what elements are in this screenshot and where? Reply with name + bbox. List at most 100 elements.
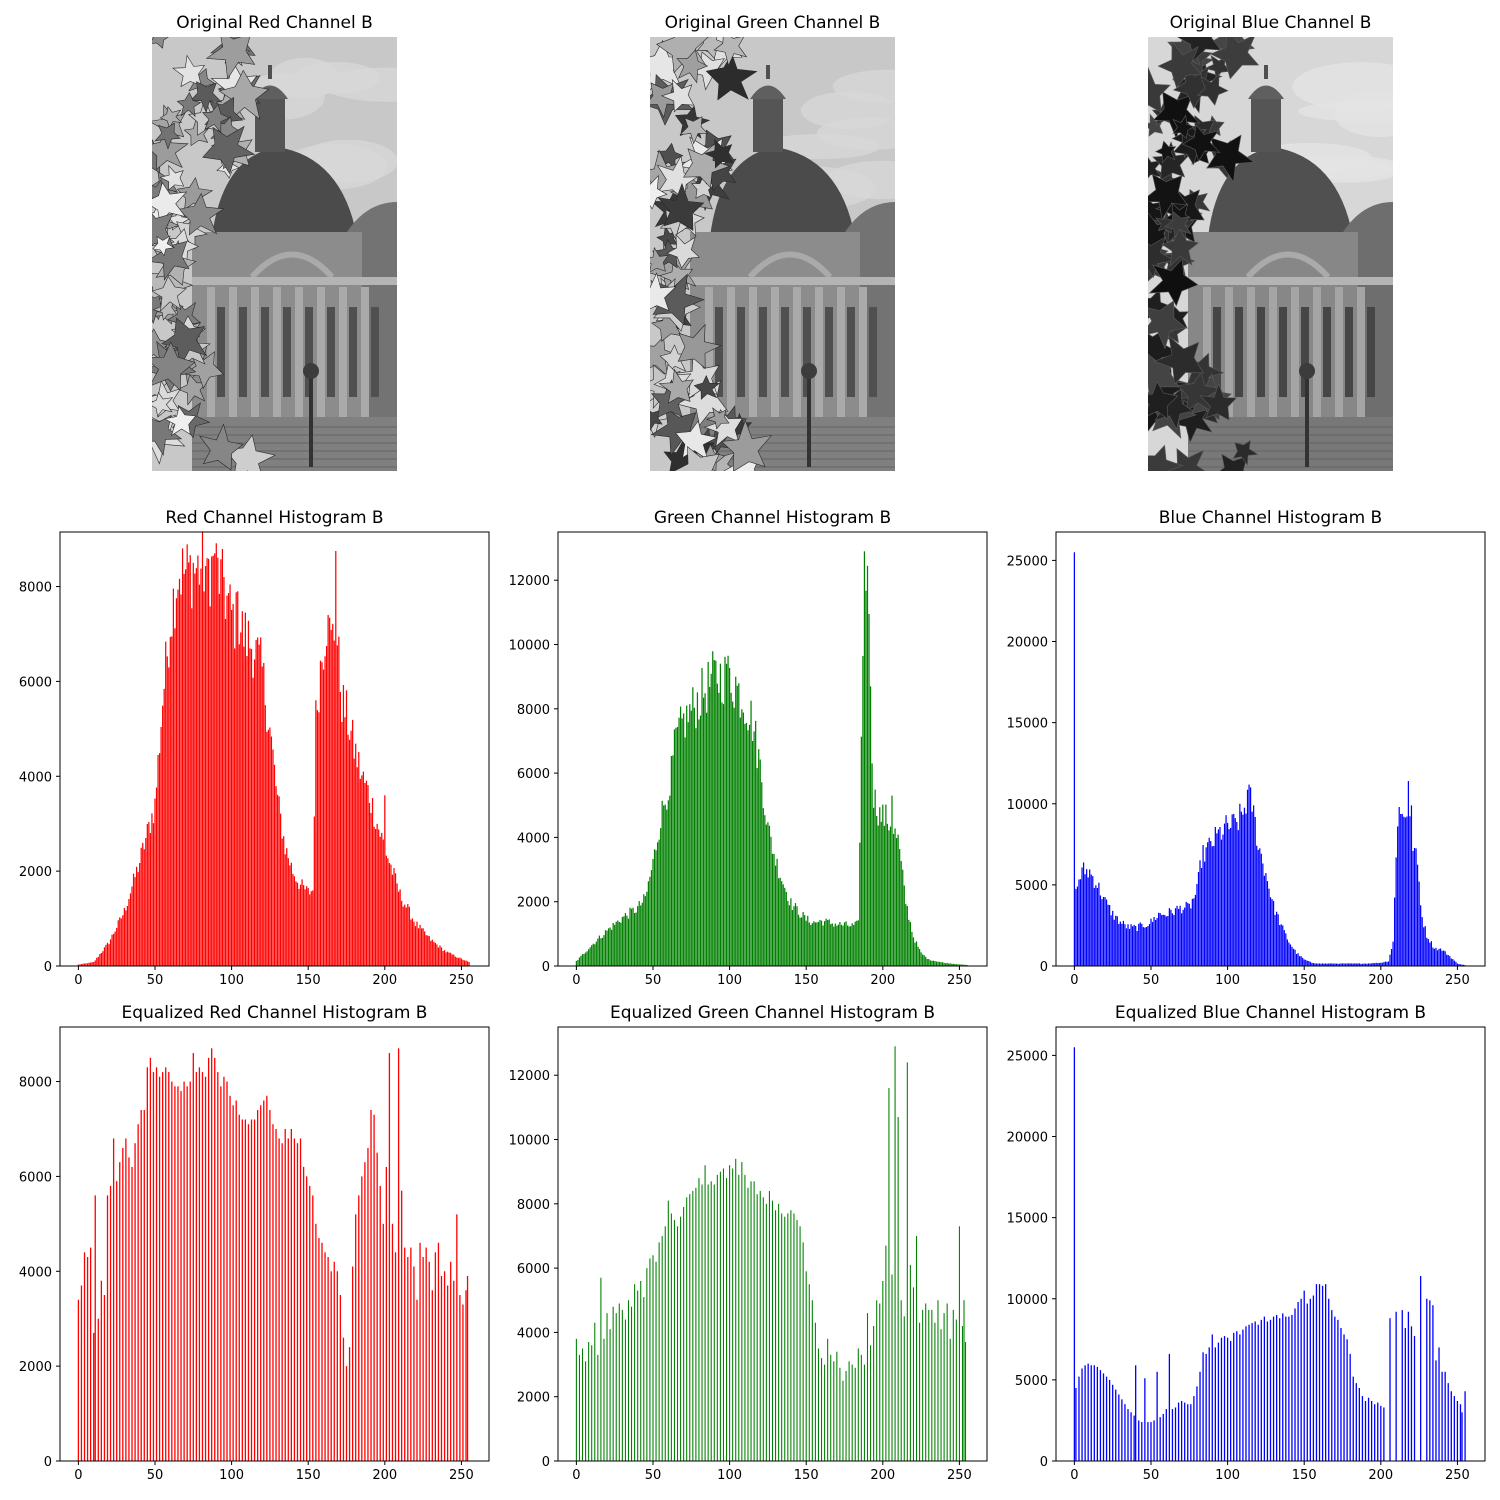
photo-column <box>837 287 845 417</box>
equalized-blue-channel-histogram-b-bar <box>1165 1409 1167 1461</box>
blue-channel-histogram-b-bar <box>1101 899 1103 966</box>
green-channel-histogram-b-bar <box>929 960 931 966</box>
equalized-green-channel-histogram-b-bar <box>594 1322 596 1461</box>
red-channel-histogram-b-bar <box>390 864 392 966</box>
blue-channel-histogram-b-bar <box>1254 816 1256 966</box>
red-channel-histogram-b-xtick-label: 150 <box>296 973 321 988</box>
equalized-red-channel-histogram-b-bar <box>232 1105 234 1461</box>
photo-dome <box>212 147 357 237</box>
red-channel-histogram-b-bar <box>462 959 464 966</box>
green-channel-histogram-b-bar <box>670 755 672 966</box>
equalized-red-channel-histogram-b-axes-frame <box>59 1026 490 1462</box>
green-channel-histogram-b-bar <box>873 807 875 966</box>
green-channel-histogram-b-bar <box>647 881 650 966</box>
equalized-blue-channel-histogram-b-bar <box>1285 1316 1287 1461</box>
equalized-green-channel-histogram-b-bar <box>854 1367 856 1461</box>
red-channel-histogram-b-bar <box>373 826 375 966</box>
green-channel-histogram-b-bar <box>629 907 631 966</box>
red-channel-histogram-b-bar <box>264 705 266 966</box>
blue-channel-histogram-b-bar <box>1277 914 1279 966</box>
green-channel-histogram-b-axes-frame <box>557 531 988 967</box>
equalized-green-channel-histogram-b-bar <box>961 1325 964 1461</box>
equalized-red-channel-histogram-b-bar <box>183 1081 185 1461</box>
photo-column <box>1335 287 1343 417</box>
blue-channel-histogram-b-bar <box>1367 963 1370 966</box>
blue-channel-histogram-b-bar <box>1087 877 1089 966</box>
green-channel-histogram-b-bar <box>672 755 674 966</box>
blue-channel-histogram-b-bar <box>1211 846 1213 966</box>
equalized-red-channel-histogram-b-bar <box>158 1076 161 1461</box>
green-channel-histogram-b-bar <box>687 722 689 966</box>
equalized-red-channel-histogram-b-bar <box>275 1128 277 1461</box>
photo-column <box>317 287 325 417</box>
equalized-blue-channel-histogram-b-bar <box>1180 1400 1183 1461</box>
equalized-blue-channel-histogram-b-ytick-label: 5000 <box>1015 1374 1048 1389</box>
red-channel-histogram-b-bar <box>157 754 159 966</box>
photo-spire <box>1264 65 1268 79</box>
photo-window <box>1279 307 1287 397</box>
equalized-red-channel-histogram-b-bar <box>143 1110 145 1461</box>
blue-channel-histogram-b-bar <box>1110 915 1112 966</box>
red-channel-histogram-b-bar <box>376 823 378 966</box>
green-channel-histogram-b-bar <box>695 728 697 966</box>
equalized-blue-channel-histogram-b-bar <box>1438 1347 1440 1461</box>
red-channel-histogram-b-bar <box>379 836 381 966</box>
green-channel-histogram-b-bar <box>793 906 795 966</box>
equalized-blue-channel-histogram-b-bar <box>1127 1409 1129 1461</box>
green-channel-histogram-b-bar <box>938 961 941 966</box>
equalized-red-channel-histogram-b-bar <box>155 1067 158 1461</box>
blue-channel-histogram-b-bar <box>1170 909 1172 966</box>
green-channel-histogram-b-bar <box>739 717 741 966</box>
red-channel-histogram-b-bar <box>422 928 424 966</box>
photo-window <box>217 307 225 397</box>
red-channel-histogram-b-bar <box>263 662 265 966</box>
green-channel-histogram-b-bar <box>588 949 590 966</box>
photo-leaf <box>703 138 734 169</box>
red-channel-histogram-b-bar <box>235 592 237 966</box>
equalized-red-channel-histogram-b-bar <box>238 1114 240 1461</box>
blue-channel-histogram-b-bar <box>1441 950 1443 966</box>
equalized-green-channel-histogram-b-xtick-label: 250 <box>947 1468 972 1483</box>
equalized-green-channel-histogram-b-bar <box>943 1313 945 1461</box>
equalized-red-channel-histogram-b-bar <box>367 1147 369 1461</box>
equalized-red-channel-histogram-b-bar <box>453 1280 455 1461</box>
equalized-green-channel-histogram-b-xtick-label: 100 <box>717 1468 742 1483</box>
green-channel-histogram-b-bar <box>804 915 806 966</box>
red-channel-histogram-b-bar <box>146 823 148 966</box>
blue-channel-histogram-b-bar <box>1185 901 1187 966</box>
blue-channel-histogram-b-bar <box>1187 902 1189 966</box>
equalized-blue-channel-histogram-b-bar <box>1254 1321 1256 1461</box>
equalized-blue-channel-histogram-b-bar <box>1199 1371 1201 1461</box>
equalized-red-channel-histogram-b-bar <box>327 1257 329 1461</box>
green-channel-histogram-b-bar <box>612 922 614 966</box>
blue-channel-histogram-b-bar <box>1292 948 1295 966</box>
equalized-green-channel-histogram-b-bar <box>885 1245 887 1461</box>
blue-channel-histogram-b-bar <box>1363 963 1365 966</box>
red-channel-histogram-b-xtick-label: 50 <box>147 973 164 988</box>
red-channel-histogram-b-bar <box>178 578 181 966</box>
green-channel-histogram-b-bar <box>778 878 780 966</box>
red-channel-histogram-b-bar <box>90 962 92 966</box>
equalized-green-channel-histogram-b-ytick-label: 4000 <box>517 1326 550 1341</box>
equalized-green-channel-histogram-b-bar <box>655 1261 657 1461</box>
red-channel-histogram-b-bar <box>85 963 87 966</box>
blue-channel-histogram-b-bar <box>1205 847 1207 966</box>
blue-channel-histogram-b-bar <box>1271 899 1273 966</box>
green-channel-histogram-b-bar <box>621 916 623 966</box>
red-channel-histogram-b-bar <box>103 947 106 966</box>
equalized-blue-channel-histogram-b-bar <box>1361 1396 1364 1461</box>
photo-leaf <box>1157 40 1203 89</box>
blue-channel-histogram-b-bar <box>1393 897 1396 966</box>
green-channel-histogram-b-xtick-label: 50 <box>645 973 662 988</box>
red-channel-histogram-b-bar <box>404 904 406 966</box>
blue-channel-histogram-b-bar <box>1449 956 1451 966</box>
blue-channel-histogram-b-bar <box>1248 784 1250 966</box>
equalized-green-channel-histogram-b-bar <box>781 1213 783 1461</box>
equalized-blue-channel-histogram-b-bar <box>1075 1387 1077 1461</box>
red-channel-histogram-b-bar <box>292 873 294 966</box>
green-channel-histogram-b-bar <box>728 667 731 966</box>
red-channel-histogram-b-bar <box>174 628 176 966</box>
blue-channel-histogram-b-bar <box>1294 949 1296 966</box>
blue-channel-histogram-b-ytick-label: 20000 <box>1007 636 1048 651</box>
green-channel-histogram-b-bar <box>756 768 758 966</box>
